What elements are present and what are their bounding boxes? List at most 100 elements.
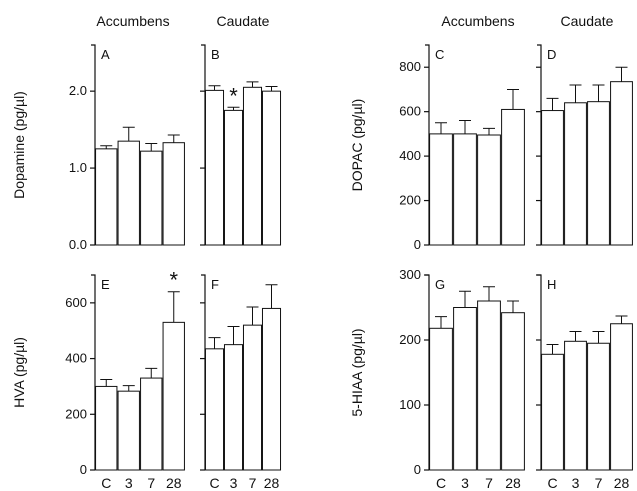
panel-d-error-bar — [592, 84, 605, 102]
panel-a-tick-label: 0.0 — [69, 237, 87, 252]
panel-a-bar — [162, 142, 185, 246]
panel-g-category-label: 7 — [485, 475, 493, 491]
panel-h-error-bar — [615, 315, 628, 324]
panel-b-bar — [204, 89, 225, 246]
panel-c-bar — [453, 133, 477, 246]
panel-g-letter: G — [435, 277, 445, 292]
panel-b-error-bar — [208, 85, 221, 91]
panel-e-category-label: C — [101, 475, 111, 491]
panel-h-error-bar — [569, 331, 582, 342]
panel-h-category-label: 28 — [614, 475, 630, 491]
panel-g-y-axis-title: 5-HIAA (pg/µl) — [349, 328, 365, 416]
panel-e-y-axis — [91, 274, 96, 470]
panel-b-error-bar — [246, 81, 259, 88]
panel-g-bar — [453, 307, 477, 471]
panel-a-tick-label: 1.0 — [69, 160, 87, 175]
panel-h-letter: H — [547, 277, 556, 292]
panel-a-error-bar — [145, 142, 158, 152]
panel-h-category-label: C — [547, 475, 557, 491]
panel-b-bar — [261, 90, 282, 246]
panel-e-letter: E — [101, 277, 110, 292]
region-label-left-caudate: Caudate — [217, 13, 270, 29]
panel-c-tick-label: 0 — [414, 237, 421, 252]
panel-a-y-axis — [91, 44, 96, 245]
panel-g-error-bar — [483, 286, 495, 301]
panel-g-error-bar — [435, 316, 447, 329]
panel-g-tick-label: 100 — [399, 397, 421, 412]
panel-b-bar — [242, 86, 263, 246]
panel-h-y-axis — [537, 274, 542, 470]
panel-e-error-bar — [100, 378, 113, 387]
panel-f-error-bar — [246, 306, 259, 326]
panel-e-y-axis-title: HVA (pg/µl) — [11, 337, 27, 408]
panel-e-tick-label: 400 — [65, 351, 87, 366]
panel-f-category-label: 28 — [264, 475, 280, 491]
panel-f-error-bar — [227, 326, 240, 345]
panel-e-error-bar — [145, 367, 158, 379]
panel-g-category-label: 28 — [505, 475, 521, 491]
panel-g-tick-label: 300 — [399, 267, 421, 282]
panel-c-letter: C — [435, 47, 444, 62]
panel-f-y-axis — [201, 274, 206, 470]
panel-d-error-bar — [569, 84, 582, 103]
panel-e-bar — [95, 385, 118, 471]
panel-c-y-axis-title: DOPAC (pg/µl) — [349, 99, 365, 192]
panel-g-tick-label: 200 — [399, 332, 421, 347]
panel-d-bar — [587, 101, 610, 246]
panel-g-bar — [429, 327, 453, 471]
panel-c-error-bar — [435, 122, 447, 134]
panel-g: 0 100 200 300 G C 3 7 28 5-HIAA (pg/µl) — [349, 267, 525, 491]
panel-a-error-bar — [167, 134, 180, 143]
panel-f-category-label: 3 — [230, 475, 238, 491]
panel-c-y-axis — [425, 44, 430, 245]
panel-c-tick-label: 600 — [399, 104, 421, 119]
panel-a-bar — [117, 140, 140, 246]
panel-g-y-axis — [425, 274, 430, 470]
panel-c-tick-label: 200 — [399, 193, 421, 208]
panel-e-error-bar — [122, 385, 135, 392]
panel-h-bar — [564, 340, 587, 471]
panel-d: D — [536, 44, 633, 246]
panel-c-tick-label: 400 — [399, 148, 421, 163]
panel-e-tick-label: 0 — [80, 462, 87, 477]
panel-d-letter: D — [547, 47, 556, 62]
panel-f-bar — [261, 307, 282, 471]
panel-g-category-label: C — [436, 475, 446, 491]
region-label-right-caudate: Caudate — [561, 13, 614, 29]
panel-e-category-label: 7 — [147, 475, 155, 491]
panel-h-category-label: 3 — [572, 475, 580, 491]
panel-e-tick-label: 600 — [65, 295, 87, 310]
panel-f-bar — [223, 344, 244, 471]
panel-f-bar — [242, 324, 263, 471]
panel-b-error-bar — [227, 106, 240, 111]
panel-e-tick-label: 200 — [65, 406, 87, 421]
panel-b-error-bar — [265, 86, 278, 92]
panel-a-tick-label: 2.0 — [69, 83, 87, 98]
panel-f-letter: F — [211, 277, 219, 292]
panel-b-significance-marker: * — [229, 83, 238, 108]
panel-f-error-bar — [265, 284, 278, 309]
panel-a-bar — [140, 150, 163, 246]
panel-g-category-label: 3 — [461, 475, 469, 491]
panel-b-y-axis — [201, 44, 206, 245]
panel-g-bar — [477, 300, 501, 471]
panel-d-bar — [564, 102, 587, 246]
panel-g-bar — [501, 312, 525, 471]
panel-b-letter: B — [211, 47, 220, 62]
panel-f-category-label: C — [209, 475, 219, 491]
panel-h-category-label: 7 — [595, 475, 603, 491]
region-label-right-accumbens: Accumbens — [441, 13, 514, 29]
panel-b-bar — [223, 109, 244, 246]
panel-e-significance-marker: * — [169, 268, 178, 293]
panel-g-tick-label: 0 — [414, 462, 421, 477]
panel-c-bar — [477, 134, 501, 246]
panel-a-bar — [95, 148, 118, 246]
panel-e-bar — [162, 321, 185, 471]
panel-e-error-bar — [167, 291, 180, 323]
panel-f-error-bar — [208, 337, 221, 349]
panel-d-error-bar — [546, 97, 559, 111]
panel-d-error-bar — [615, 66, 628, 82]
panel-d-bar — [541, 110, 564, 246]
panel-f: F C 3 7 28 — [200, 274, 282, 491]
